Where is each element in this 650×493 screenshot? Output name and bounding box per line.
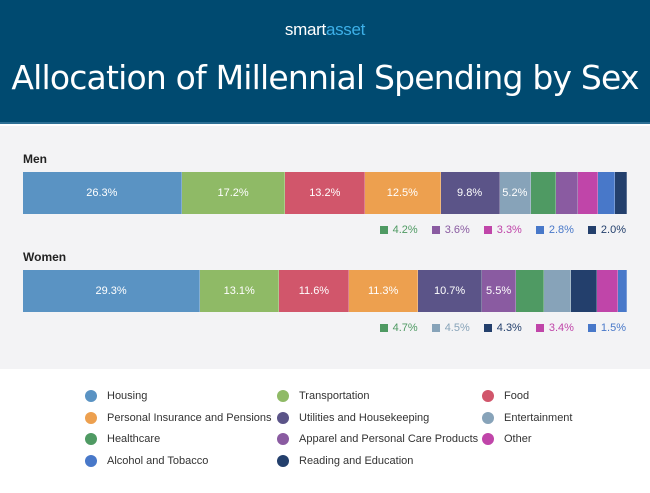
bar-segment-personal-insurance-and-pensions: 11.3% [349, 270, 418, 312]
legend-label: Housing [107, 390, 148, 402]
data-label: 1.5% [587, 322, 626, 334]
group-label-women: Women [23, 250, 67, 264]
data-label-text: 4.5% [444, 322, 470, 334]
bar-segment-alcohol-and-tobacco [617, 270, 627, 312]
bar-segment-utilities-and-housekeeping: 9.8% [440, 172, 500, 214]
bar-segment-apparel-and-personal-care-products [556, 172, 579, 214]
data-label: 3.4% [535, 322, 574, 334]
legend-item: Apparel and Personal Care Products [277, 433, 478, 445]
data-label: 4.2% [379, 224, 418, 236]
data-label-text: 2.0% [600, 224, 626, 236]
legend-label: Transportation [299, 390, 370, 402]
data-label: 4.3% [483, 322, 522, 334]
data-label-text: 3.6% [444, 224, 470, 236]
bar-segment-utilities-and-housekeeping: 10.7% [417, 270, 483, 312]
legend-label: Food [504, 390, 530, 402]
legend-item: Food [482, 390, 529, 402]
data-label-text: 4.3% [496, 322, 522, 334]
data-label: 2.8% [535, 224, 574, 236]
swatch-icon [535, 324, 544, 332]
legend-label: Reading and Education [299, 454, 414, 467]
data-label: 4.7% [379, 322, 418, 334]
data-label: 3.3% [483, 224, 522, 236]
bar-segment-healthcare [531, 172, 557, 214]
data-label: 3.6% [431, 224, 470, 236]
bar-segment-transportation: 13.1% [200, 270, 280, 312]
legend-item: Other [482, 433, 532, 445]
bar-segment-housing: 26.3% [23, 172, 182, 214]
data-label-text: 1.5% [600, 322, 626, 334]
legend-label: Entertainment [504, 411, 573, 424]
bar-segment-alcohol-and-tobacco [597, 172, 615, 214]
bar-segment-housing: 29.3% [23, 270, 201, 312]
bar-segment-food: 11.6% [279, 270, 350, 312]
plot-area: Men 26.3% 17.2% 13.2% 12.5% 9.8% 5.2% 4.2% 3.6% 3… [0, 126, 650, 369]
legend-item: Utilities and Housekeeping [277, 411, 430, 424]
legend-dot-icon [482, 411, 494, 424]
header: smartasset Allocation of Millennial Spen… [0, 0, 650, 124]
legend-dot-icon [277, 454, 289, 467]
legend-dot-icon [482, 433, 494, 445]
legend-label: Personal Insurance and Pensions [107, 411, 272, 424]
data-label-text: 4.7% [392, 322, 418, 334]
outside-labels-men: 4.2% 3.6% 3.3% 2.8% 2.0% [379, 224, 626, 236]
swatch-icon [431, 226, 440, 234]
bar-segment-transportation: 17.2% [181, 172, 286, 214]
legend-item: Entertainment [482, 411, 573, 424]
bar-segment-other [578, 172, 598, 214]
legend-item: Housing [85, 390, 147, 402]
legend-dot-icon [85, 390, 97, 402]
swatch-icon [535, 226, 544, 234]
bar-segment-reading-and-education [571, 270, 598, 312]
stacked-bar-women: 29.3% 13.1% 11.6% 11.3% 10.7% 5.5% [23, 270, 627, 312]
bar-segment-other [597, 270, 618, 312]
chart-title: Allocation of Millennial Spending by Sex [11, 58, 639, 97]
swatch-icon [431, 324, 440, 332]
group-label-men: Men [23, 152, 47, 166]
legend-item: Alcohol and Tobacco [85, 454, 209, 467]
legend-dot-icon [482, 390, 494, 402]
bar-segment-entertainment: 5.2% [499, 172, 532, 214]
bar-segment-entertainment [544, 270, 572, 312]
legend-dot-icon [85, 454, 97, 467]
data-label: 2.0% [587, 224, 626, 236]
swatch-icon [483, 226, 492, 234]
legend-dot-icon [85, 411, 97, 424]
legend-item: Transportation [277, 390, 370, 402]
data-label-text: 4.2% [392, 224, 418, 236]
legend-label: Utilities and Housekeeping [299, 411, 430, 424]
legend-dot-icon [85, 433, 97, 445]
legend-label: Healthcare [107, 433, 161, 445]
outside-labels-women: 4.7% 4.5% 4.3% 3.4% 1.5% [379, 322, 626, 334]
legend-dot-icon [277, 390, 289, 402]
legend-label: Other [504, 433, 532, 445]
legend-dot-icon [277, 411, 289, 424]
data-label-text: 2.8% [548, 224, 574, 236]
bar-segment-apparel-and-personal-care-products: 5.5% [482, 270, 516, 312]
swatch-icon [379, 324, 388, 332]
logo-part-smart: smart [284, 20, 326, 39]
swatch-icon [379, 226, 388, 234]
data-label: 4.5% [431, 322, 470, 334]
bar-segment-reading-and-education [614, 172, 627, 214]
legend-label: Apparel and Personal Care Products [299, 433, 479, 445]
swatch-icon [483, 324, 492, 332]
bar-segment-healthcare [515, 270, 545, 312]
data-label-text: 3.4% [548, 322, 574, 334]
swatch-icon [587, 226, 596, 234]
swatch-icon [587, 324, 596, 332]
stacked-bar-men: 26.3% 17.2% 13.2% 12.5% 9.8% 5.2% [23, 172, 627, 214]
legend-item: Healthcare [85, 433, 160, 445]
legend-item: Reading and Education [277, 454, 414, 467]
legend-dot-icon [277, 433, 289, 445]
bar-segment-food: 13.2% [285, 172, 366, 214]
smartasset-logo: smartasset [0, 20, 650, 40]
legend-label: Alcohol and Tobacco [107, 454, 209, 467]
bar-segment-personal-insurance-and-pensions: 12.5% [365, 172, 441, 214]
logo-part-asset: asset [325, 20, 366, 39]
data-label-text: 3.3% [496, 224, 522, 236]
legend-item: Personal Insurance and Pensions [85, 411, 272, 424]
